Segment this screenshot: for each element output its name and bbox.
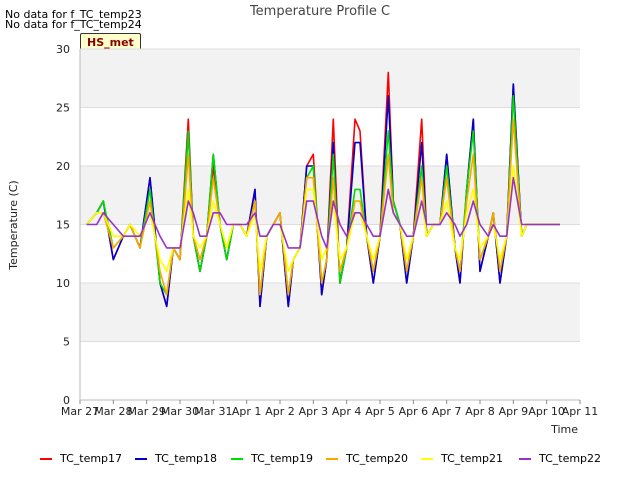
x-tick-label: Apr 2 — [265, 405, 295, 418]
legend-item: TC_temp18 — [135, 452, 217, 465]
x-tick-label: Apr 1 — [232, 405, 262, 418]
x-tick-label: Apr 7 — [432, 405, 462, 418]
legend-item: TC_temp22 — [519, 452, 601, 465]
legend-swatch — [421, 458, 433, 460]
site-badge: HS_met — [80, 33, 141, 52]
legend-swatch — [135, 458, 147, 460]
y-tick-label: 15 — [56, 219, 70, 232]
x-tick-label: Apr 3 — [299, 405, 329, 418]
y-tick-label: 5 — [63, 336, 70, 349]
legend-label: TC_temp22 — [539, 452, 602, 465]
y-axis-title: Temperature (C) — [7, 180, 20, 270]
legend-swatch — [519, 458, 531, 460]
no-data-note-2: No data for f_TC_temp24 — [5, 18, 142, 31]
no-data-note-1: No data for f_TC_temp23 — [5, 8, 142, 21]
chart-legend: TC_temp17 TC_temp18 TC_temp19 TC_temp20 TC_t… — [0, 452, 640, 470]
grid-band — [80, 49, 580, 108]
legend-item: TC_temp21 — [421, 452, 503, 465]
x-tick-label: Apr 6 — [399, 405, 429, 418]
x-tick-label: Mar 31 — [194, 405, 232, 418]
legend-label: TC_temp20 — [346, 452, 409, 465]
grid-band — [80, 283, 580, 342]
x-tick-label: Apr 8 — [465, 405, 495, 418]
legend-swatch — [40, 458, 52, 460]
legend-label: TC_temp21 — [441, 452, 504, 465]
y-tick-label: 10 — [56, 277, 70, 290]
x-tick-label: Apr 9 — [499, 405, 529, 418]
x-tick-label: Apr 10 — [528, 405, 565, 418]
x-tick-label: Apr 11 — [562, 405, 599, 418]
x-axis-title: Time — [550, 423, 578, 436]
x-tick-label: Mar 28 — [94, 405, 132, 418]
legend-item: TC_temp19 — [231, 452, 313, 465]
x-tick-label: Mar 27 — [61, 405, 99, 418]
legend-item: TC_temp20 — [326, 452, 408, 465]
x-tick-label: Apr 4 — [332, 405, 362, 418]
legend-item: TC_temp17 — [40, 452, 122, 465]
y-tick-label: 20 — [56, 160, 70, 173]
legend-label: TC_temp18 — [155, 452, 218, 465]
legend-label: TC_temp17 — [60, 452, 123, 465]
x-tick-label: Mar 30 — [161, 405, 199, 418]
legend-swatch — [231, 458, 243, 460]
series-line-tc-temp22 — [86, 176, 560, 249]
x-tick-label: Apr 5 — [365, 405, 395, 418]
y-tick-label: 30 — [56, 43, 70, 56]
y-tick-label: 25 — [56, 102, 70, 115]
chart-title: Temperature Profile C — [249, 4, 390, 19]
x-tick-label: Mar 29 — [128, 405, 166, 418]
legend-swatch — [326, 458, 338, 460]
legend-label: TC_temp19 — [251, 452, 314, 465]
y-tick-label: 0 — [63, 394, 70, 407]
